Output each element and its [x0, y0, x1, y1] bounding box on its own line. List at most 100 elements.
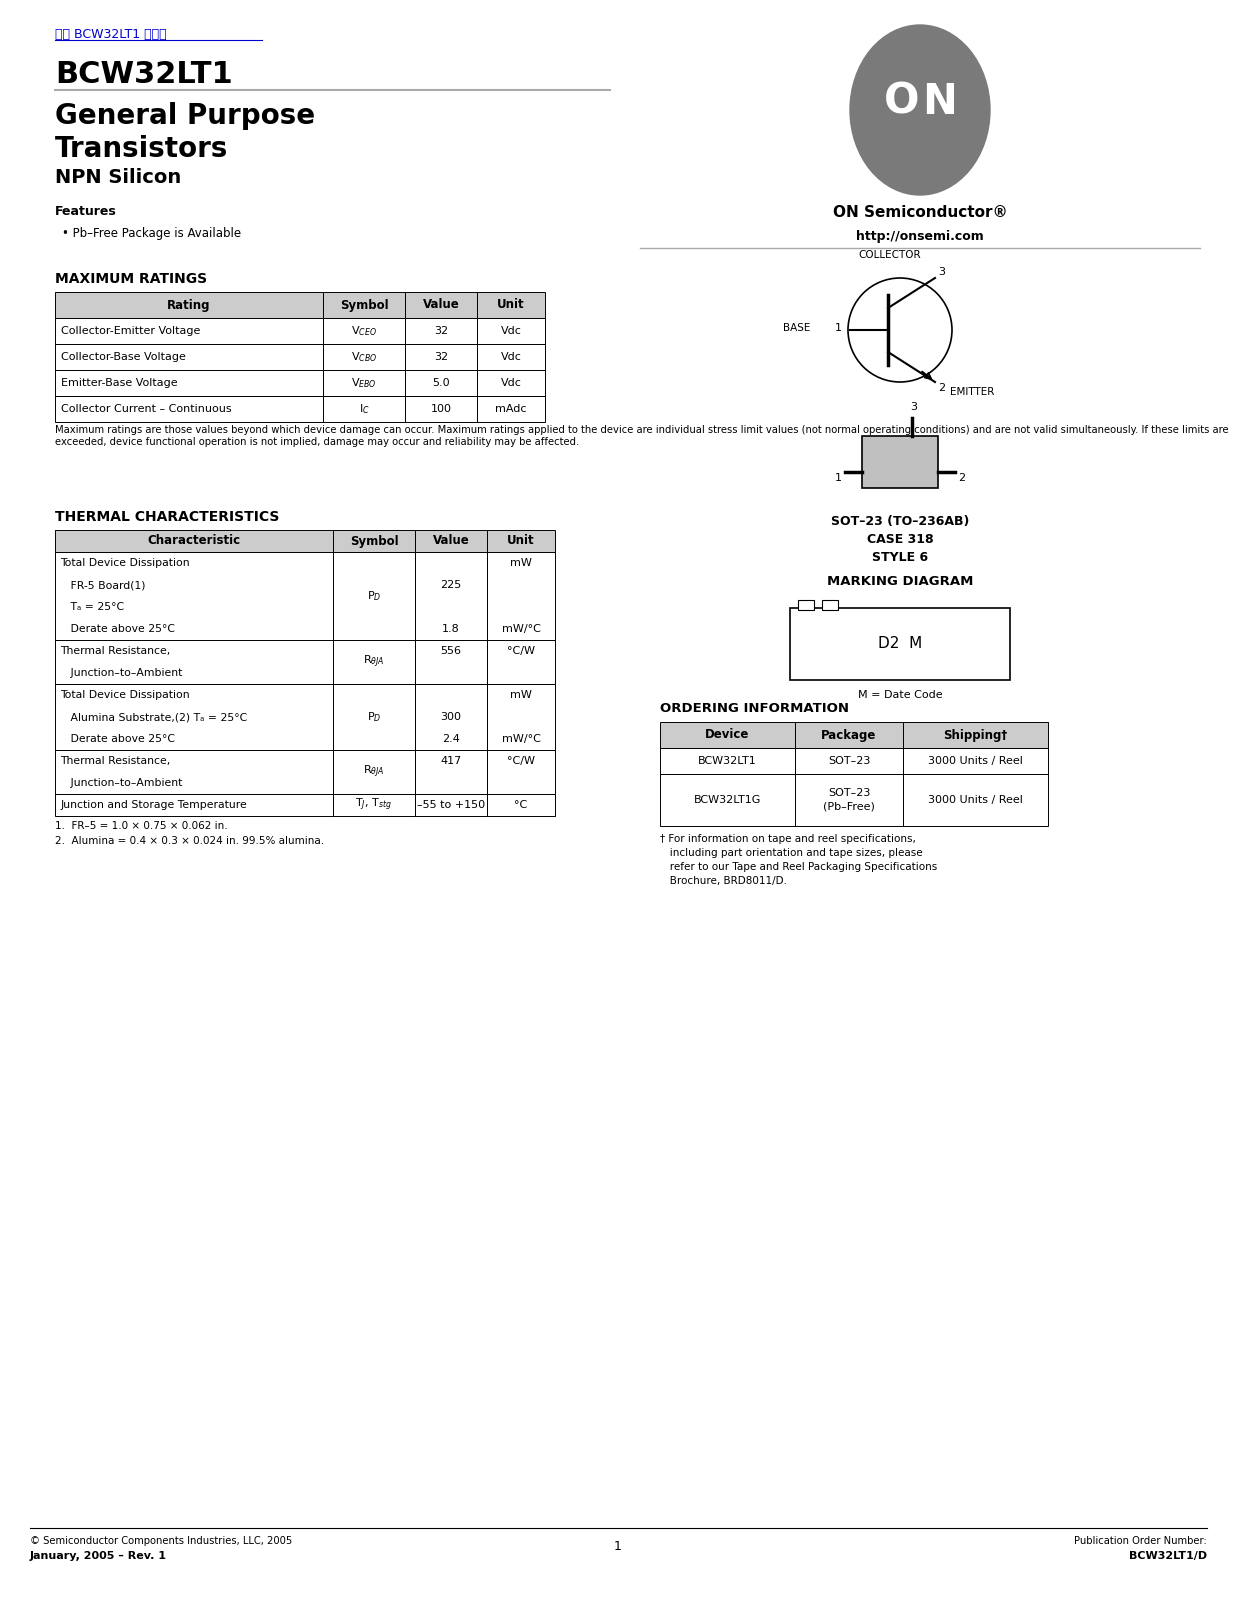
Text: R$_{\theta JA}$: R$_{\theta JA}$: [364, 763, 385, 781]
Text: Rating: Rating: [167, 299, 210, 312]
Text: N: N: [923, 82, 957, 123]
Text: 417: 417: [440, 757, 461, 766]
Bar: [323, 395, 404, 422]
Text: BASE: BASE: [783, 323, 810, 333]
Text: Total Device Dissipation: Total Device Dissipation: [61, 690, 189, 701]
Bar: [414, 640, 487, 685]
Text: 3: 3: [938, 267, 945, 277]
Text: © Semiconductor Components Industries, LLC, 2005: © Semiconductor Components Industries, L…: [30, 1536, 292, 1546]
Text: I$_{C}$: I$_{C}$: [359, 402, 370, 416]
Text: SOT–23 (TO–236AB): SOT–23 (TO–236AB): [831, 515, 969, 528]
Bar: [414, 750, 487, 794]
Bar: [333, 685, 414, 750]
Text: V$_{CEO}$: V$_{CEO}$: [351, 325, 377, 338]
Bar: [487, 685, 555, 750]
Text: 3000 Units / Reel: 3000 Units / Reel: [928, 795, 1023, 805]
Text: † For information on tape and reel specifications,
   including part orientation: † For information on tape and reel speci…: [661, 834, 938, 886]
Bar: [487, 794, 555, 816]
Bar: [333, 794, 414, 816]
Text: Junction and Storage Temperature: Junction and Storage Temperature: [61, 800, 246, 810]
Text: Vdc: Vdc: [501, 326, 522, 336]
Text: 1.  FR–5 = 1.0 × 0.75 × 0.062 in.: 1. FR–5 = 1.0 × 0.75 × 0.062 in.: [54, 821, 228, 830]
Ellipse shape: [850, 26, 990, 195]
Text: 2.4: 2.4: [442, 734, 460, 744]
Text: Emitter-Base Voltage: Emitter-Base Voltage: [61, 378, 178, 387]
Text: Shipping†: Shipping†: [944, 728, 1008, 741]
Text: Thermal Resistance,: Thermal Resistance,: [61, 757, 171, 766]
Text: MAXIMUM RATINGS: MAXIMUM RATINGS: [54, 272, 207, 286]
Bar: [798, 600, 814, 610]
Text: O: O: [884, 82, 920, 123]
Text: January, 2005 – Rev. 1: January, 2005 – Rev. 1: [30, 1550, 167, 1562]
Text: 300: 300: [440, 712, 461, 722]
Text: THERMAL CHARACTERISTICS: THERMAL CHARACTERISTICS: [54, 510, 280, 525]
Bar: [477, 291, 546, 318]
Text: Total Device Dissipation: Total Device Dissipation: [61, 558, 189, 568]
Text: BCW32LT1G: BCW32LT1G: [694, 795, 761, 805]
Text: mAdc: mAdc: [495, 403, 527, 414]
Text: FR-5 Board(1): FR-5 Board(1): [61, 579, 146, 590]
Text: NPN Silicon: NPN Silicon: [54, 168, 182, 187]
Text: 1: 1: [835, 323, 842, 333]
Bar: [414, 552, 487, 640]
Text: Vdc: Vdc: [501, 378, 522, 387]
Text: • Pb–Free Package is Available: • Pb–Free Package is Available: [62, 227, 241, 240]
Bar: [54, 552, 333, 640]
Text: °C/W: °C/W: [507, 646, 534, 656]
Text: °C/W: °C/W: [507, 757, 534, 766]
Text: P$_{D}$: P$_{D}$: [367, 589, 381, 603]
Text: EMITTER: EMITTER: [950, 387, 995, 397]
Text: –55 to +150: –55 to +150: [417, 800, 485, 810]
Bar: [414, 530, 487, 552]
Bar: [477, 318, 546, 344]
Text: 32: 32: [434, 326, 448, 336]
Text: °C: °C: [515, 800, 528, 810]
Bar: [404, 318, 477, 344]
Text: V$_{EBO}$: V$_{EBO}$: [351, 376, 377, 390]
Text: V$_{CBO}$: V$_{CBO}$: [351, 350, 377, 363]
Text: Value: Value: [433, 534, 469, 547]
Text: 2: 2: [957, 474, 965, 483]
Bar: [333, 552, 414, 640]
Bar: [790, 608, 1009, 680]
Text: Unit: Unit: [497, 299, 524, 312]
Bar: [795, 774, 903, 826]
Text: 556: 556: [440, 646, 461, 656]
Bar: [795, 749, 903, 774]
Text: R$_{\theta JA}$: R$_{\theta JA}$: [364, 654, 385, 670]
Text: SOT–23: SOT–23: [828, 757, 870, 766]
Bar: [54, 685, 333, 750]
Bar: [54, 640, 333, 685]
Text: 3000 Units / Reel: 3000 Units / Reel: [928, 757, 1023, 766]
Bar: [795, 722, 903, 749]
Text: BCW32LT1: BCW32LT1: [698, 757, 757, 766]
Bar: [323, 318, 404, 344]
Text: http://onsemi.com: http://onsemi.com: [856, 230, 983, 243]
Text: 225: 225: [440, 579, 461, 590]
Text: D2  M: D2 M: [878, 637, 922, 651]
Bar: [323, 344, 404, 370]
Text: COLLECTOR: COLLECTOR: [858, 250, 922, 259]
Text: General Purpose: General Purpose: [54, 102, 315, 130]
Text: 2.  Alumina = 0.4 × 0.3 × 0.024 in. 99.5% alumina.: 2. Alumina = 0.4 × 0.3 × 0.024 in. 99.5%…: [54, 835, 324, 846]
Bar: [54, 530, 333, 552]
Bar: [404, 370, 477, 395]
Bar: [54, 291, 323, 318]
Text: 2: 2: [938, 382, 945, 394]
Bar: [862, 435, 938, 488]
Text: Collector Current – Continuous: Collector Current – Continuous: [61, 403, 231, 414]
Text: Maximum ratings are those values beyond which device damage can occur. Maximum r: Maximum ratings are those values beyond …: [54, 426, 1228, 446]
Bar: [333, 750, 414, 794]
Text: Tₐ = 25°C: Tₐ = 25°C: [61, 602, 124, 611]
Text: P$_{D}$: P$_{D}$: [367, 710, 381, 723]
Text: Publication Order Number:: Publication Order Number:: [1074, 1536, 1207, 1546]
Text: Symbol: Symbol: [340, 299, 388, 312]
Bar: [404, 395, 477, 422]
Text: mW/°C: mW/°C: [501, 624, 541, 634]
Text: 1: 1: [835, 474, 842, 483]
Text: SOT–23
(Pb–Free): SOT–23 (Pb–Free): [823, 789, 875, 811]
Text: Vdc: Vdc: [501, 352, 522, 362]
Text: Features: Features: [54, 205, 116, 218]
Text: mW: mW: [510, 690, 532, 701]
Text: Characteristic: Characteristic: [147, 534, 240, 547]
